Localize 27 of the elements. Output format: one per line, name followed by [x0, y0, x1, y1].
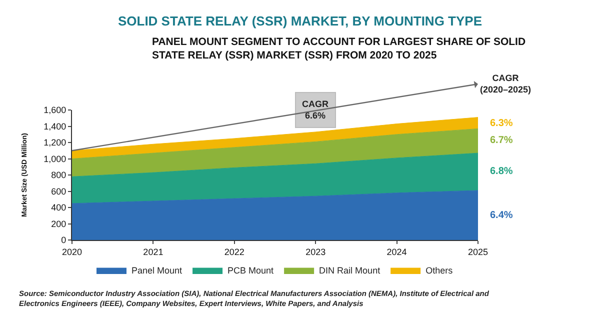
text: CAGR (2020–2025) — [480, 73, 532, 95]
y-tick-label: 1,200 — [44, 138, 66, 148]
x-tick-label: 2023 — [306, 246, 326, 257]
y-tick-label: 1,000 — [44, 154, 66, 164]
x-tick-label: 2022 — [224, 246, 244, 257]
chart-title: SOLID STATE RELAY (SSR) MARKET, BY MOUNTING TYPE — [118, 13, 482, 28]
annotation: CAGR 6.6% — [302, 99, 329, 121]
y-tick-label: 400 — [51, 202, 66, 213]
x-tick-label: 2020 — [62, 246, 82, 257]
text: 6.8% — [490, 166, 513, 177]
chart-subtitle: PANEL MOUNT SEGMENT TO ACCOUNT FOR LARGEST SHARE OF SOLID STATE RELAY (SSR) MARKET (SSR) FROM 2020 TO 2025 — [152, 36, 526, 62]
x-tick-label: 2024 — [386, 246, 407, 257]
y-tick-label: 600 — [51, 186, 66, 196]
legend-label: DIN Rail Mount — [319, 266, 381, 276]
legend-label: PCB Mount — [228, 266, 274, 276]
y-tick-label: 200 — [51, 218, 66, 229]
y-tick-label: 1,600 — [44, 105, 66, 116]
y-tick-label: 800 — [51, 170, 66, 180]
legend-label: Others — [426, 266, 454, 276]
y-tick-label: 1,400 — [44, 121, 66, 132]
x-tick-label: 2025 — [468, 246, 488, 257]
y-tick-label: 0 — [61, 235, 66, 246]
text: 6.7% — [490, 135, 513, 146]
x-tick-label: 2021 — [143, 246, 164, 257]
legend-label: Panel Mount — [132, 266, 183, 276]
text: 6.4% — [490, 210, 513, 221]
text: 6.3% — [490, 118, 513, 129]
